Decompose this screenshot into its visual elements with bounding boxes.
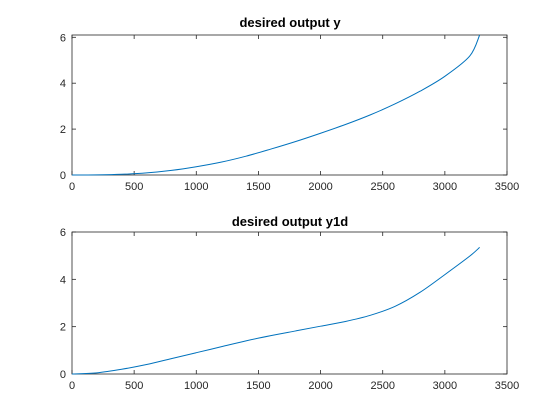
tick-labels: 0 500 1000 1500 2000 2500 3000 3500 0 2 4 6 <box>60 227 519 392</box>
y-tick-label: 0 <box>60 170 66 182</box>
series-line <box>71 247 480 375</box>
x-tick-label: 2500 <box>370 380 394 392</box>
y-tick-label: 6 <box>60 32 66 44</box>
x-tick-label: 500 <box>125 380 143 392</box>
y-tick-label: 0 <box>60 369 66 381</box>
subplot-desired-output-y1d: desired output y1d 0 500 1000 1500 2000 2500 3… <box>60 214 519 392</box>
x-tick-label: 500 <box>125 181 143 193</box>
y-tick-label: 2 <box>60 322 66 334</box>
x-tick-label: 3000 <box>433 380 457 392</box>
y-tick-label: 4 <box>60 78 66 90</box>
x-tick-label: 1000 <box>184 380 208 392</box>
series-line <box>71 34 481 176</box>
x-tick-label: 0 <box>69 181 75 193</box>
x-tick-label: 1500 <box>246 380 270 392</box>
plot-title: desired output y1d <box>232 214 348 229</box>
tick-marks <box>71 231 508 375</box>
x-tick-label: 1000 <box>184 181 208 193</box>
y-tick-label: 6 <box>60 227 66 239</box>
x-tick-label: 2000 <box>308 380 332 392</box>
x-tick-label: 3500 <box>495 181 519 193</box>
x-tick-label: 3000 <box>433 181 457 193</box>
x-tick-label: 2000 <box>308 181 332 193</box>
axes-box <box>71 231 508 375</box>
tick-marks <box>71 35 508 176</box>
subplot-desired-output-y: desired output y 0 500 1000 1500 2000 2500 300… <box>60 15 519 193</box>
x-tick-label: 2500 <box>370 181 394 193</box>
x-tick-label: 0 <box>69 380 75 392</box>
x-tick-label: 1500 <box>246 181 270 193</box>
axes-box <box>71 34 508 176</box>
y-tick-label: 2 <box>60 124 66 136</box>
y-tick-label: 4 <box>60 274 66 286</box>
tick-labels: 0 500 1000 1500 2000 2500 3000 3500 0 2 4 6 <box>60 32 519 193</box>
x-tick-label: 3500 <box>495 380 519 392</box>
plot-title: desired output y <box>239 15 341 30</box>
